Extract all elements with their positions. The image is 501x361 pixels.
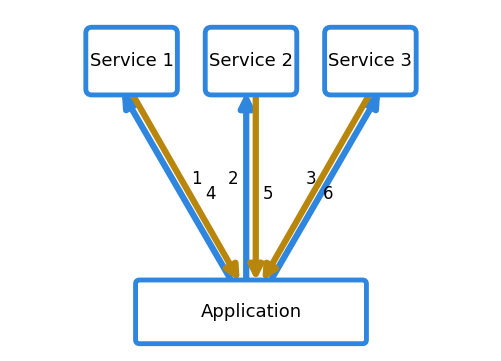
FancyBboxPatch shape	[324, 27, 415, 95]
Text: 5: 5	[262, 186, 273, 204]
Text: 1: 1	[190, 170, 201, 187]
Text: 6: 6	[323, 186, 333, 204]
FancyBboxPatch shape	[135, 280, 366, 344]
Text: 4: 4	[204, 186, 215, 204]
Text: 2: 2	[228, 170, 238, 187]
Text: Service 2: Service 2	[208, 52, 293, 70]
Text: Application: Application	[200, 303, 301, 321]
FancyBboxPatch shape	[205, 27, 296, 95]
Text: 3: 3	[305, 170, 316, 187]
FancyBboxPatch shape	[86, 27, 177, 95]
Text: Service 1: Service 1	[90, 52, 173, 70]
Text: Service 3: Service 3	[328, 52, 412, 70]
